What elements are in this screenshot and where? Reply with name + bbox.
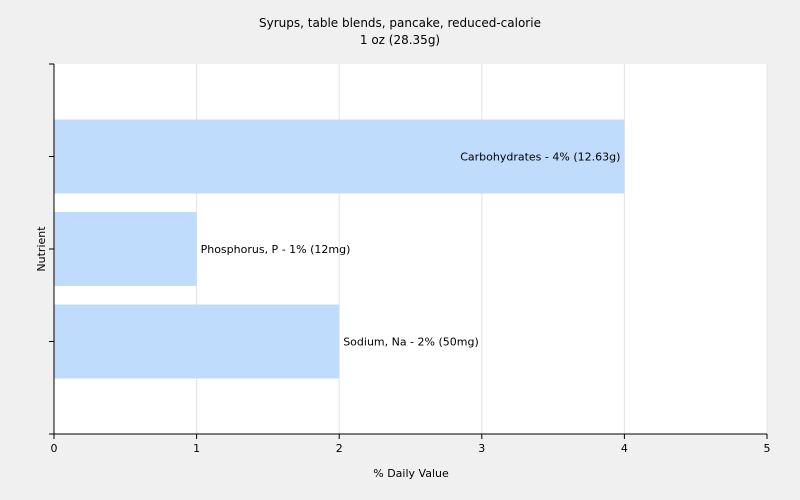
bar: [54, 212, 197, 286]
y-axis-ticks: [49, 63, 54, 435]
bar: [54, 119, 625, 194]
x-axis-label: % Daily Value: [373, 467, 449, 480]
chart-subtitle: 1 oz (28.35g): [360, 33, 440, 47]
x-tick-label: 4: [621, 442, 628, 455]
bar: [54, 304, 340, 379]
x-tick-label: 2: [336, 442, 343, 455]
bars: [54, 119, 625, 379]
bar-label: Sodium, Na - 2% (50mg): [343, 336, 479, 349]
chart-title: Syrups, table blends, pancake, reduced-c…: [259, 16, 541, 30]
bar-label: Carbohydrates - 4% (12.63g): [460, 151, 620, 164]
x-tick-label: 3: [478, 442, 485, 455]
x-tick-label: 5: [764, 442, 771, 455]
bar-label: Phosphorus, P - 1% (12mg): [201, 243, 351, 256]
bar-labels: Carbohydrates - 4% (12.63g) Phosphorus, P…: [201, 151, 621, 349]
x-axis-ticks: 0 1 2 3 4 5: [51, 434, 771, 455]
y-axis-label: Nutrient: [35, 226, 48, 272]
x-tick-label: 1: [193, 442, 200, 455]
x-tick-label: 0: [51, 442, 58, 455]
